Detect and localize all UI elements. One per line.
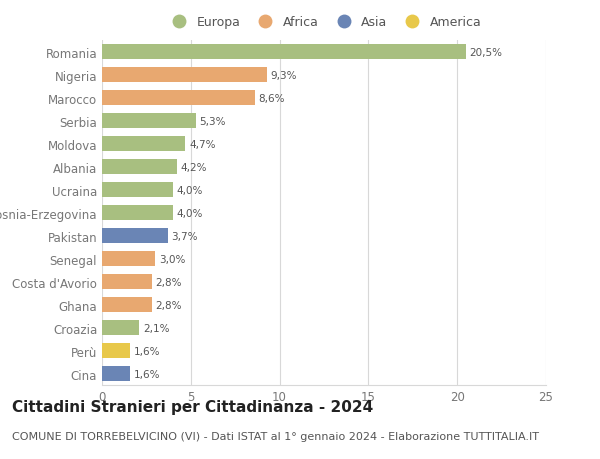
Bar [102, 321, 139, 336]
Bar [102, 160, 176, 175]
Text: 2,8%: 2,8% [155, 300, 182, 310]
Bar [102, 45, 466, 60]
Bar [102, 298, 152, 313]
Bar [102, 183, 173, 198]
Bar [102, 367, 130, 381]
Text: Cittadini Stranieri per Cittadinanza - 2024: Cittadini Stranieri per Cittadinanza - 2… [12, 399, 373, 414]
Bar [102, 344, 130, 358]
Bar [102, 229, 168, 244]
Text: 4,0%: 4,0% [176, 208, 203, 218]
Bar [102, 114, 196, 129]
Text: 8,6%: 8,6% [258, 94, 285, 104]
Bar [102, 252, 155, 267]
Bar [102, 91, 255, 106]
Text: 9,3%: 9,3% [271, 71, 297, 81]
Text: 4,0%: 4,0% [176, 185, 203, 196]
Bar [102, 68, 267, 83]
Bar [102, 206, 173, 221]
Text: 2,1%: 2,1% [143, 323, 169, 333]
Text: 3,0%: 3,0% [159, 254, 185, 264]
Text: 4,2%: 4,2% [180, 162, 206, 173]
Text: 3,7%: 3,7% [171, 231, 198, 241]
Text: 1,6%: 1,6% [134, 369, 160, 379]
Bar [102, 137, 185, 152]
Text: 5,3%: 5,3% [200, 117, 226, 127]
Legend: Europa, Africa, Asia, America: Europa, Africa, Asia, America [164, 14, 484, 32]
Bar [102, 275, 152, 290]
Text: 1,6%: 1,6% [134, 346, 160, 356]
Text: COMUNE DI TORREBELVICINO (VI) - Dati ISTAT al 1° gennaio 2024 - Elaborazione TUT: COMUNE DI TORREBELVICINO (VI) - Dati IST… [12, 431, 539, 442]
Text: 20,5%: 20,5% [470, 48, 503, 58]
Text: 4,7%: 4,7% [189, 140, 215, 150]
Text: 2,8%: 2,8% [155, 277, 182, 287]
